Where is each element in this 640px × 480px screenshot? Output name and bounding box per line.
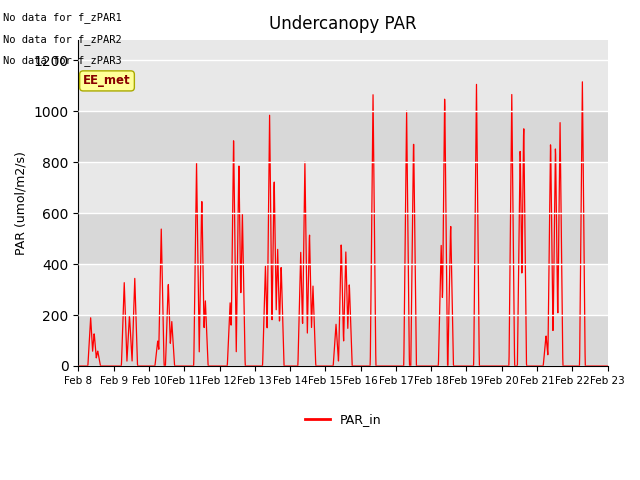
Bar	[79, 162, 607, 213]
Text: No data for f_zPAR3: No data for f_zPAR3	[3, 55, 122, 66]
Bar	[79, 315, 607, 366]
Bar	[79, 213, 607, 264]
Legend: PAR_in: PAR_in	[300, 408, 387, 432]
Y-axis label: PAR (umol/m2/s): PAR (umol/m2/s)	[15, 151, 28, 255]
Bar	[79, 60, 607, 111]
Bar	[79, 111, 607, 162]
Text: No data for f_zPAR2: No data for f_zPAR2	[3, 34, 122, 45]
Title: Undercanopy PAR: Undercanopy PAR	[269, 15, 417, 33]
Text: EE_met: EE_met	[83, 74, 131, 87]
Bar	[79, 264, 607, 315]
Text: No data for f_zPAR1: No data for f_zPAR1	[3, 12, 122, 23]
